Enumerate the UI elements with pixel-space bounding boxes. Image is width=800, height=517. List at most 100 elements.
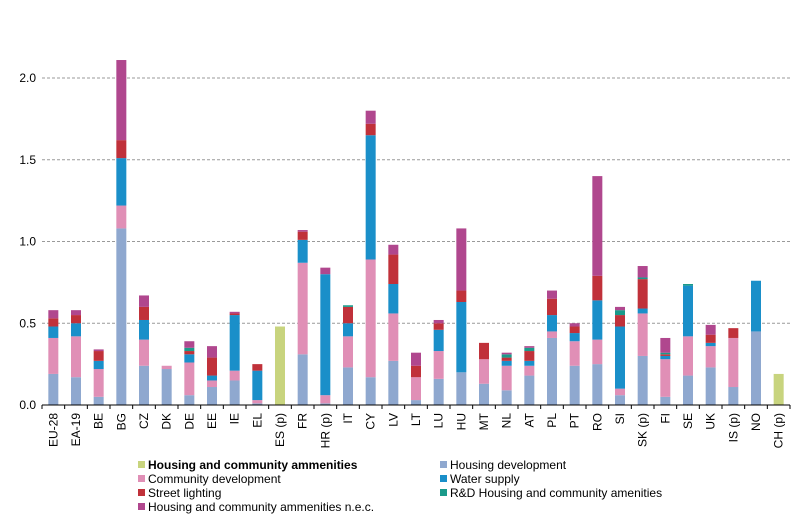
- legend: Housing and community ammenities Housing …: [138, 458, 662, 514]
- bar-segment: [116, 140, 127, 159]
- x-tick-label: CH (p): [772, 413, 786, 448]
- legend-swatch: [138, 489, 145, 496]
- bar-segment: [207, 346, 217, 358]
- bar-segment: [683, 285, 693, 337]
- y-tick-label: 2.0: [19, 71, 36, 85]
- x-tick-label: HU: [454, 413, 468, 430]
- bar-segment: [297, 239, 308, 263]
- bar-segment: [433, 319, 444, 324]
- bar-segment: [660, 354, 671, 356]
- bar-segment: [615, 306, 625, 311]
- bar-segment: [728, 337, 739, 388]
- y-tick-label: 0.5: [19, 316, 36, 330]
- bar-segment: [501, 354, 512, 358]
- x-tick-label: LU: [432, 413, 446, 428]
- bar-segment: [207, 380, 217, 388]
- bar-segment: [660, 352, 671, 355]
- bar-segment: [184, 341, 195, 348]
- x-tick-label: PT: [568, 412, 582, 428]
- legend-swatch: [440, 475, 447, 482]
- x-tick-label: EA-19: [69, 413, 83, 447]
- bar-segment: [229, 311, 240, 314]
- bars: [48, 60, 784, 405]
- legend-swatch: [440, 461, 447, 468]
- bar-segment: [93, 349, 104, 352]
- bar-segment: [728, 328, 739, 338]
- bar-segment: [48, 318, 59, 327]
- bar-segment: [229, 313, 240, 316]
- legend-label: Water supply: [450, 472, 520, 486]
- x-tick-label: FR: [296, 413, 310, 429]
- bar-segment: [660, 359, 671, 397]
- y-tick-label: 1.0: [19, 235, 36, 249]
- x-tick-label: NO: [749, 413, 763, 431]
- bar-segment: [524, 351, 535, 361]
- bar-segment: [297, 354, 308, 405]
- bar-segment: [501, 357, 512, 361]
- bar-segment: [411, 365, 421, 378]
- bar-segment: [184, 354, 195, 363]
- legend-swatch: [440, 489, 447, 496]
- bar-segment: [71, 310, 81, 316]
- bar-segment: [456, 290, 467, 302]
- x-tick-label: FI: [658, 413, 672, 424]
- legend-label: Street lighting: [148, 486, 221, 500]
- bar-segment: [773, 373, 784, 405]
- x-tick-label: CZ: [137, 413, 151, 429]
- bar-segment: [116, 228, 127, 405]
- bar-segment: [207, 387, 217, 405]
- x-tick-label: AT: [522, 412, 536, 427]
- bar-segment: [524, 360, 535, 366]
- bar-segment: [592, 364, 603, 405]
- x-tick-label: IS (p): [726, 413, 740, 442]
- bar-segment: [365, 259, 376, 378]
- bar-segment: [524, 375, 535, 405]
- bar-segment: [93, 351, 104, 361]
- bar-segment: [365, 135, 376, 260]
- x-tick-label: EE: [205, 413, 219, 429]
- x-tick-label: MT: [477, 412, 491, 430]
- bar-segment: [320, 403, 331, 405]
- bar-segment: [592, 339, 603, 365]
- y-axis-ticks: 0.0 0.5 1.0 1.5 2.0: [19, 71, 36, 412]
- bar-segment: [116, 205, 127, 229]
- bar-segment: [275, 326, 285, 405]
- bar-segment: [705, 324, 716, 335]
- x-axis-ticks: EU-28 EA-19 BE BG CZ DK DE EE IE EL ES (p) FR HR (p)…: [41, 405, 791, 448]
- x-tick-label: DK: [160, 413, 174, 430]
- bar-segment: [433, 378, 444, 405]
- bar-segment: [547, 331, 557, 338]
- bar-segment: [660, 337, 671, 353]
- x-tick-label: UK: [704, 413, 718, 430]
- bar-segment: [343, 367, 353, 405]
- x-tick-label: IE: [228, 413, 242, 424]
- bar-segment: [93, 396, 104, 405]
- bar-segment: [229, 380, 240, 405]
- x-tick-label: PL: [545, 413, 559, 428]
- bar-segment: [48, 373, 59, 405]
- x-tick-label: HR (p): [318, 413, 332, 448]
- bar-segment: [615, 388, 625, 396]
- bar-segment: [683, 375, 693, 405]
- bar-segment: [139, 319, 149, 340]
- bar-segment: [751, 331, 761, 405]
- bar-segment: [683, 284, 693, 286]
- bar-segment: [388, 254, 399, 285]
- bar-segment: [569, 365, 580, 405]
- legend-label: Housing and community ammenities: [148, 458, 358, 472]
- bar-segment: [456, 301, 467, 373]
- bar-segment: [343, 305, 353, 307]
- bar-segment: [501, 365, 512, 391]
- legend-label: Community development: [148, 472, 281, 486]
- bar-segment: [569, 341, 580, 366]
- bar-segment: [116, 60, 127, 141]
- gridlines: [42, 77, 790, 324]
- bar-segment: [229, 315, 240, 371]
- x-tick-label: SI: [613, 413, 627, 424]
- bar-segment: [705, 346, 716, 368]
- bar-segment: [524, 365, 535, 376]
- x-tick-label: BE: [92, 413, 106, 429]
- bar-segment: [71, 315, 81, 324]
- bar-segment: [343, 336, 353, 368]
